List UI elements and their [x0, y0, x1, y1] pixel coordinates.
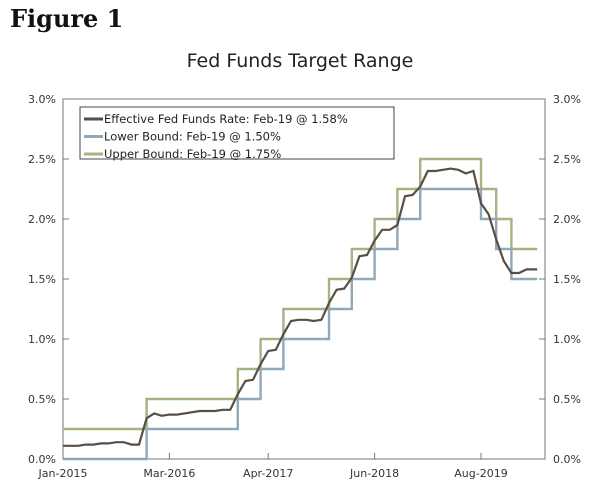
legend-label: Lower Bound: Feb-19 @ 1.50%: [104, 130, 281, 144]
legend-label: Upper Bound: Feb-19 @ 1.75%: [104, 147, 281, 161]
x-tick-label: Jun-2018: [349, 467, 399, 480]
series-line-upper-bound: [63, 157, 538, 431]
y-tick-label-right: 2.5%: [553, 153, 581, 166]
y-tick-label-right: 0.5%: [553, 393, 581, 406]
y-tick-label-left: 2.5%: [28, 153, 56, 166]
y-tick-label-right: 3.0%: [553, 93, 581, 106]
series-line-lower-bound: [63, 187, 538, 461]
series-line-effective-rate: [63, 167, 538, 447]
figure-label: Figure 1: [10, 4, 124, 33]
legend-box: [79, 106, 395, 160]
y-tick-label-right: 1.0%: [553, 333, 581, 346]
y-tick-label-right: 0.0%: [553, 453, 581, 466]
x-tick-label: Jan-2015: [38, 467, 88, 480]
x-tick-label: Apr-2017: [243, 467, 293, 480]
y-tick-label-left: 3.0%: [28, 93, 56, 106]
x-tick-label: Aug-2019: [454, 467, 507, 480]
y-tick-label-left: 0.5%: [28, 393, 56, 406]
y-tick-label-right: 1.5%: [553, 273, 581, 286]
legend-label: Effective Fed Funds Rate: Feb-19 @ 1.58%: [104, 112, 348, 126]
y-tick-label-left: 1.0%: [28, 333, 56, 346]
chart-title: Fed Funds Target Range: [186, 50, 414, 72]
y-tick-label-left: 1.5%: [28, 273, 56, 286]
y-tick-label-left: 0.0%: [28, 453, 56, 466]
y-tick-label-left: 2.0%: [28, 213, 56, 226]
y-tick-label-right: 2.0%: [553, 213, 581, 226]
x-tick-label: Mar-2016: [143, 467, 195, 480]
